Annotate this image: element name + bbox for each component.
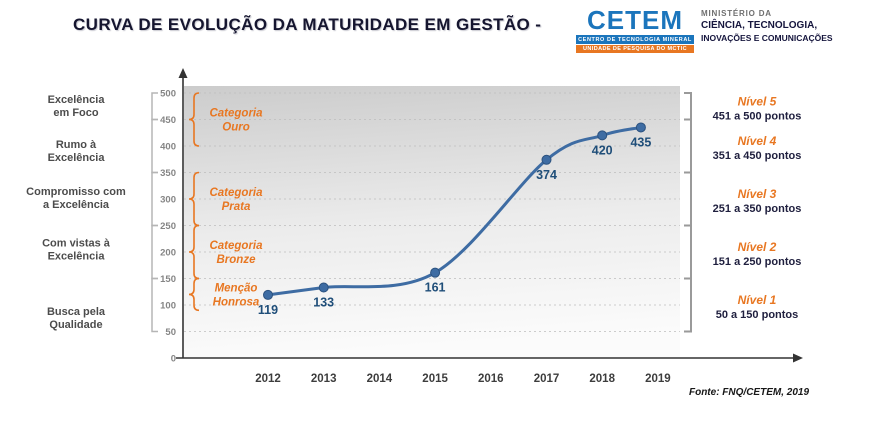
category-brace [188, 277, 200, 312]
ministry-line2: CIÊNCIA, TECNOLOGIA, [701, 20, 818, 31]
category-label: Categoria Bronze [209, 240, 263, 266]
plot-background [184, 86, 680, 358]
stage-bracket [151, 171, 158, 227]
level-label: Nível 4 [738, 134, 777, 148]
y-tick-label: 500 [160, 89, 176, 100]
data-point-label: 435 [630, 135, 651, 149]
category-label: Menção Honrosa [213, 282, 260, 308]
ministry-line1: MINISTÉRIO DA [701, 9, 772, 18]
data-point-label: 374 [536, 168, 557, 182]
y-tick-label: 150 [160, 274, 176, 285]
y-axis-arrow [178, 68, 188, 78]
x-tick-label: 2013 [311, 373, 337, 385]
x-tick-label: 2017 [534, 373, 560, 385]
y-tick-label: 450 [160, 115, 176, 126]
stage-bracket [151, 277, 158, 333]
y-tick-label: 200 [160, 248, 176, 259]
category-brace [188, 92, 200, 147]
data-point-label: 119 [258, 303, 278, 317]
y-tick-label: 0 [171, 354, 176, 365]
category-label: Categoria Ouro [209, 108, 263, 134]
stage-bracket [151, 92, 158, 121]
x-axis-arrow [793, 353, 803, 363]
y-tick-label: 400 [160, 142, 176, 153]
cetem-logo-subtitle: CENTRO DE TECNOLOGIA MINERAL [576, 35, 694, 44]
x-tick-label: 2014 [367, 373, 393, 385]
stage-label: Compromisso com a Excelência [26, 186, 126, 211]
level-bracket [684, 224, 692, 280]
data-point [541, 154, 552, 165]
source-note: Fonte: FNQ/CETEM, 2019 [688, 387, 809, 398]
level-label: Nível 3 [738, 187, 777, 201]
level-range: 251 a 350 pontos [713, 203, 802, 215]
data-point-label: 161 [425, 281, 446, 295]
level-label: Nível 2 [738, 240, 777, 254]
data-point [318, 282, 329, 293]
y-tick-label: 350 [160, 168, 176, 179]
stage-bracket [151, 118, 158, 174]
category-brace [188, 224, 200, 280]
y-tick-label: 300 [160, 195, 176, 206]
cetem-logo-tagline: UNIDADE DE PESQUISA DO MCTIC [576, 45, 694, 53]
stage-bracket [151, 224, 158, 280]
stage-label: Rumo à Excelência [48, 139, 106, 164]
category-label: Categoria Prata [209, 187, 263, 213]
y-tick-label: 250 [160, 221, 176, 232]
level-bracket [684, 171, 692, 227]
data-point [597, 130, 608, 141]
level-bracket [684, 118, 692, 174]
level-range: 50 a 150 pontos [716, 309, 799, 321]
cetem-logo: CETEM CENTRO DE TECNOLOGIA MINERAL UNIDA… [576, 7, 694, 53]
data-point-label: 420 [592, 143, 613, 157]
data-point-label: 133 [313, 296, 334, 310]
y-tick-label: 100 [160, 301, 176, 312]
level-bracket [684, 277, 692, 333]
level-bracket [684, 92, 692, 121]
level-label: Nível 1 [738, 293, 777, 307]
category-brace [188, 171, 200, 227]
data-point [635, 122, 646, 133]
stage-label: Com vistas à Excelência [42, 237, 111, 262]
x-tick-label: 2019 [645, 373, 671, 385]
level-range: 151 a 250 pontos [713, 256, 802, 268]
level-range: 451 a 500 pontos [713, 110, 802, 122]
x-tick-label: 2012 [255, 373, 281, 385]
ministry-logo: MINISTÉRIO DA CIÊNCIA, TECNOLOGIA, INOVA… [701, 9, 876, 43]
x-tick-label: 2015 [422, 373, 448, 385]
stage-label: Excelência em Foco [48, 94, 106, 119]
y-tick-label: 50 [165, 327, 176, 338]
level-label: Nível 5 [738, 94, 777, 108]
page-title: CURVA DE EVOLUÇÃO DA MATURIDADE EM GESTÃ… [73, 15, 542, 34]
ministry-line3: INOVAÇÕES E COMUNICAÇÕES [701, 32, 833, 43]
x-tick-label: 2018 [589, 373, 615, 385]
data-point [430, 267, 441, 278]
x-tick-label: 2016 [478, 373, 504, 385]
data-point [263, 289, 273, 300]
level-range: 351 a 450 pontos [713, 150, 802, 162]
cetem-logo-name: CETEM [587, 5, 683, 35]
stage-label: Busca pela Qualidade [47, 306, 106, 331]
